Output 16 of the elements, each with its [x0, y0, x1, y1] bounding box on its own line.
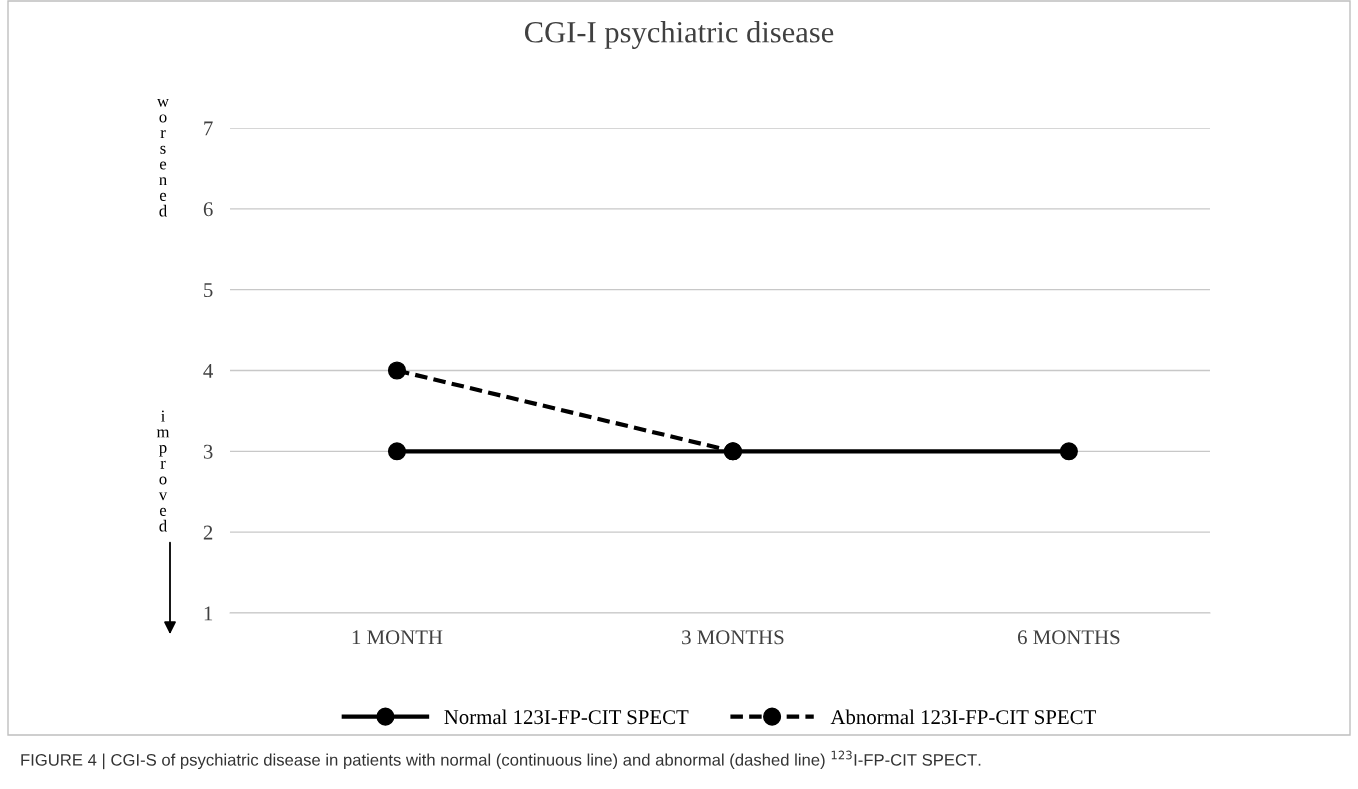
x-tick-label: 1 MONTH — [352, 630, 443, 645]
y-tick-label: 5 — [204, 283, 213, 298]
x-tick-label: 3 MONTHS — [682, 630, 784, 645]
chart-title: CGI-I psychiatric disease — [524, 21, 834, 49]
x-tick-label: 6 MONTHS — [1017, 630, 1120, 645]
legend-label: Normal 123I-FP-CIT SPECT — [444, 709, 689, 725]
y-tick-label: 6 — [203, 202, 213, 217]
y-tick-label: 3 — [203, 444, 213, 459]
text: improved — [156, 410, 170, 532]
caption: FIGURE 4 | CGI-S of psychiatric disease in patients with normal (continuous line) and abnormal (dashed line) $^{123}$I-FP-CIT SPECT. — [21, 750, 981, 770]
legend-label: Abnormal 123I-FP-CIT SPECT — [830, 709, 1096, 725]
text: worsened — [157, 98, 169, 217]
y-tick-label: 7 — [204, 121, 213, 136]
y-tick-label: 4 — [203, 364, 214, 378]
y-tick-label: 1 — [204, 606, 213, 621]
y-tick-label: 2 — [203, 525, 213, 540]
